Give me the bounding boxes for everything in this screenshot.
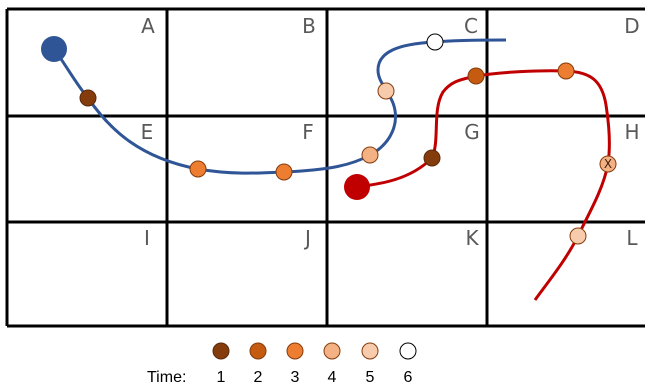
legend-swatch-4 [323, 342, 341, 360]
cell-label-i: I [144, 226, 150, 250]
cell-label-c: C [464, 14, 478, 38]
cell-label-g: G [464, 120, 480, 144]
cell-label-f: F [302, 120, 314, 144]
legend-value-1: 1 [217, 369, 226, 386]
cell-label-j: J [303, 226, 311, 250]
cell-label-b: B [302, 14, 316, 38]
legend-swatch-6 [399, 342, 417, 360]
legend-value-6: 6 [404, 369, 413, 386]
legend-value-3: 3 [291, 369, 300, 386]
blue-time-5-marker-1 [361, 146, 379, 164]
cell-labels: A B C D E F G H I J K L [141, 14, 640, 250]
cell-label-a: A [141, 14, 155, 38]
cell-label-l: L [626, 226, 638, 250]
cell-label-d: D [624, 14, 639, 38]
red-time-3-marker [557, 62, 575, 80]
cell-label-e: E [141, 120, 154, 144]
blue-start-marker [41, 36, 67, 62]
legend-swatch-5 [361, 342, 379, 360]
red-start-marker [344, 174, 370, 200]
legend-swatch-3 [286, 342, 304, 360]
red-time-1-marker [423, 149, 441, 167]
legend-value-2: 2 [254, 369, 263, 386]
red-time-4-x-marker [599, 155, 617, 173]
red-time-2-marker [467, 67, 485, 85]
blue-trajectory-path [52, 38, 507, 175]
blue-time-1-marker [79, 89, 97, 107]
legend-value-5: 5 [366, 369, 375, 386]
blue-time-3-marker-2 [275, 163, 293, 181]
red-time-4-x-label: X [604, 157, 612, 171]
red-time-5-marker [569, 227, 587, 245]
blue-time-3-marker-1 [189, 160, 207, 178]
blue-time-5-marker-2 [377, 82, 395, 100]
grid [5, 7, 645, 328]
time-legend: Time: 1 2 3 4 5 6 [147, 342, 417, 386]
blue-time-6-marker [426, 33, 444, 51]
cell-label-h: H [624, 120, 639, 144]
legend-swatch-2 [249, 342, 267, 360]
legend-swatch-1 [212, 342, 230, 360]
cell-label-k: K [465, 226, 479, 250]
legend-title: Time: [147, 369, 186, 386]
legend-value-4: 4 [328, 369, 337, 386]
